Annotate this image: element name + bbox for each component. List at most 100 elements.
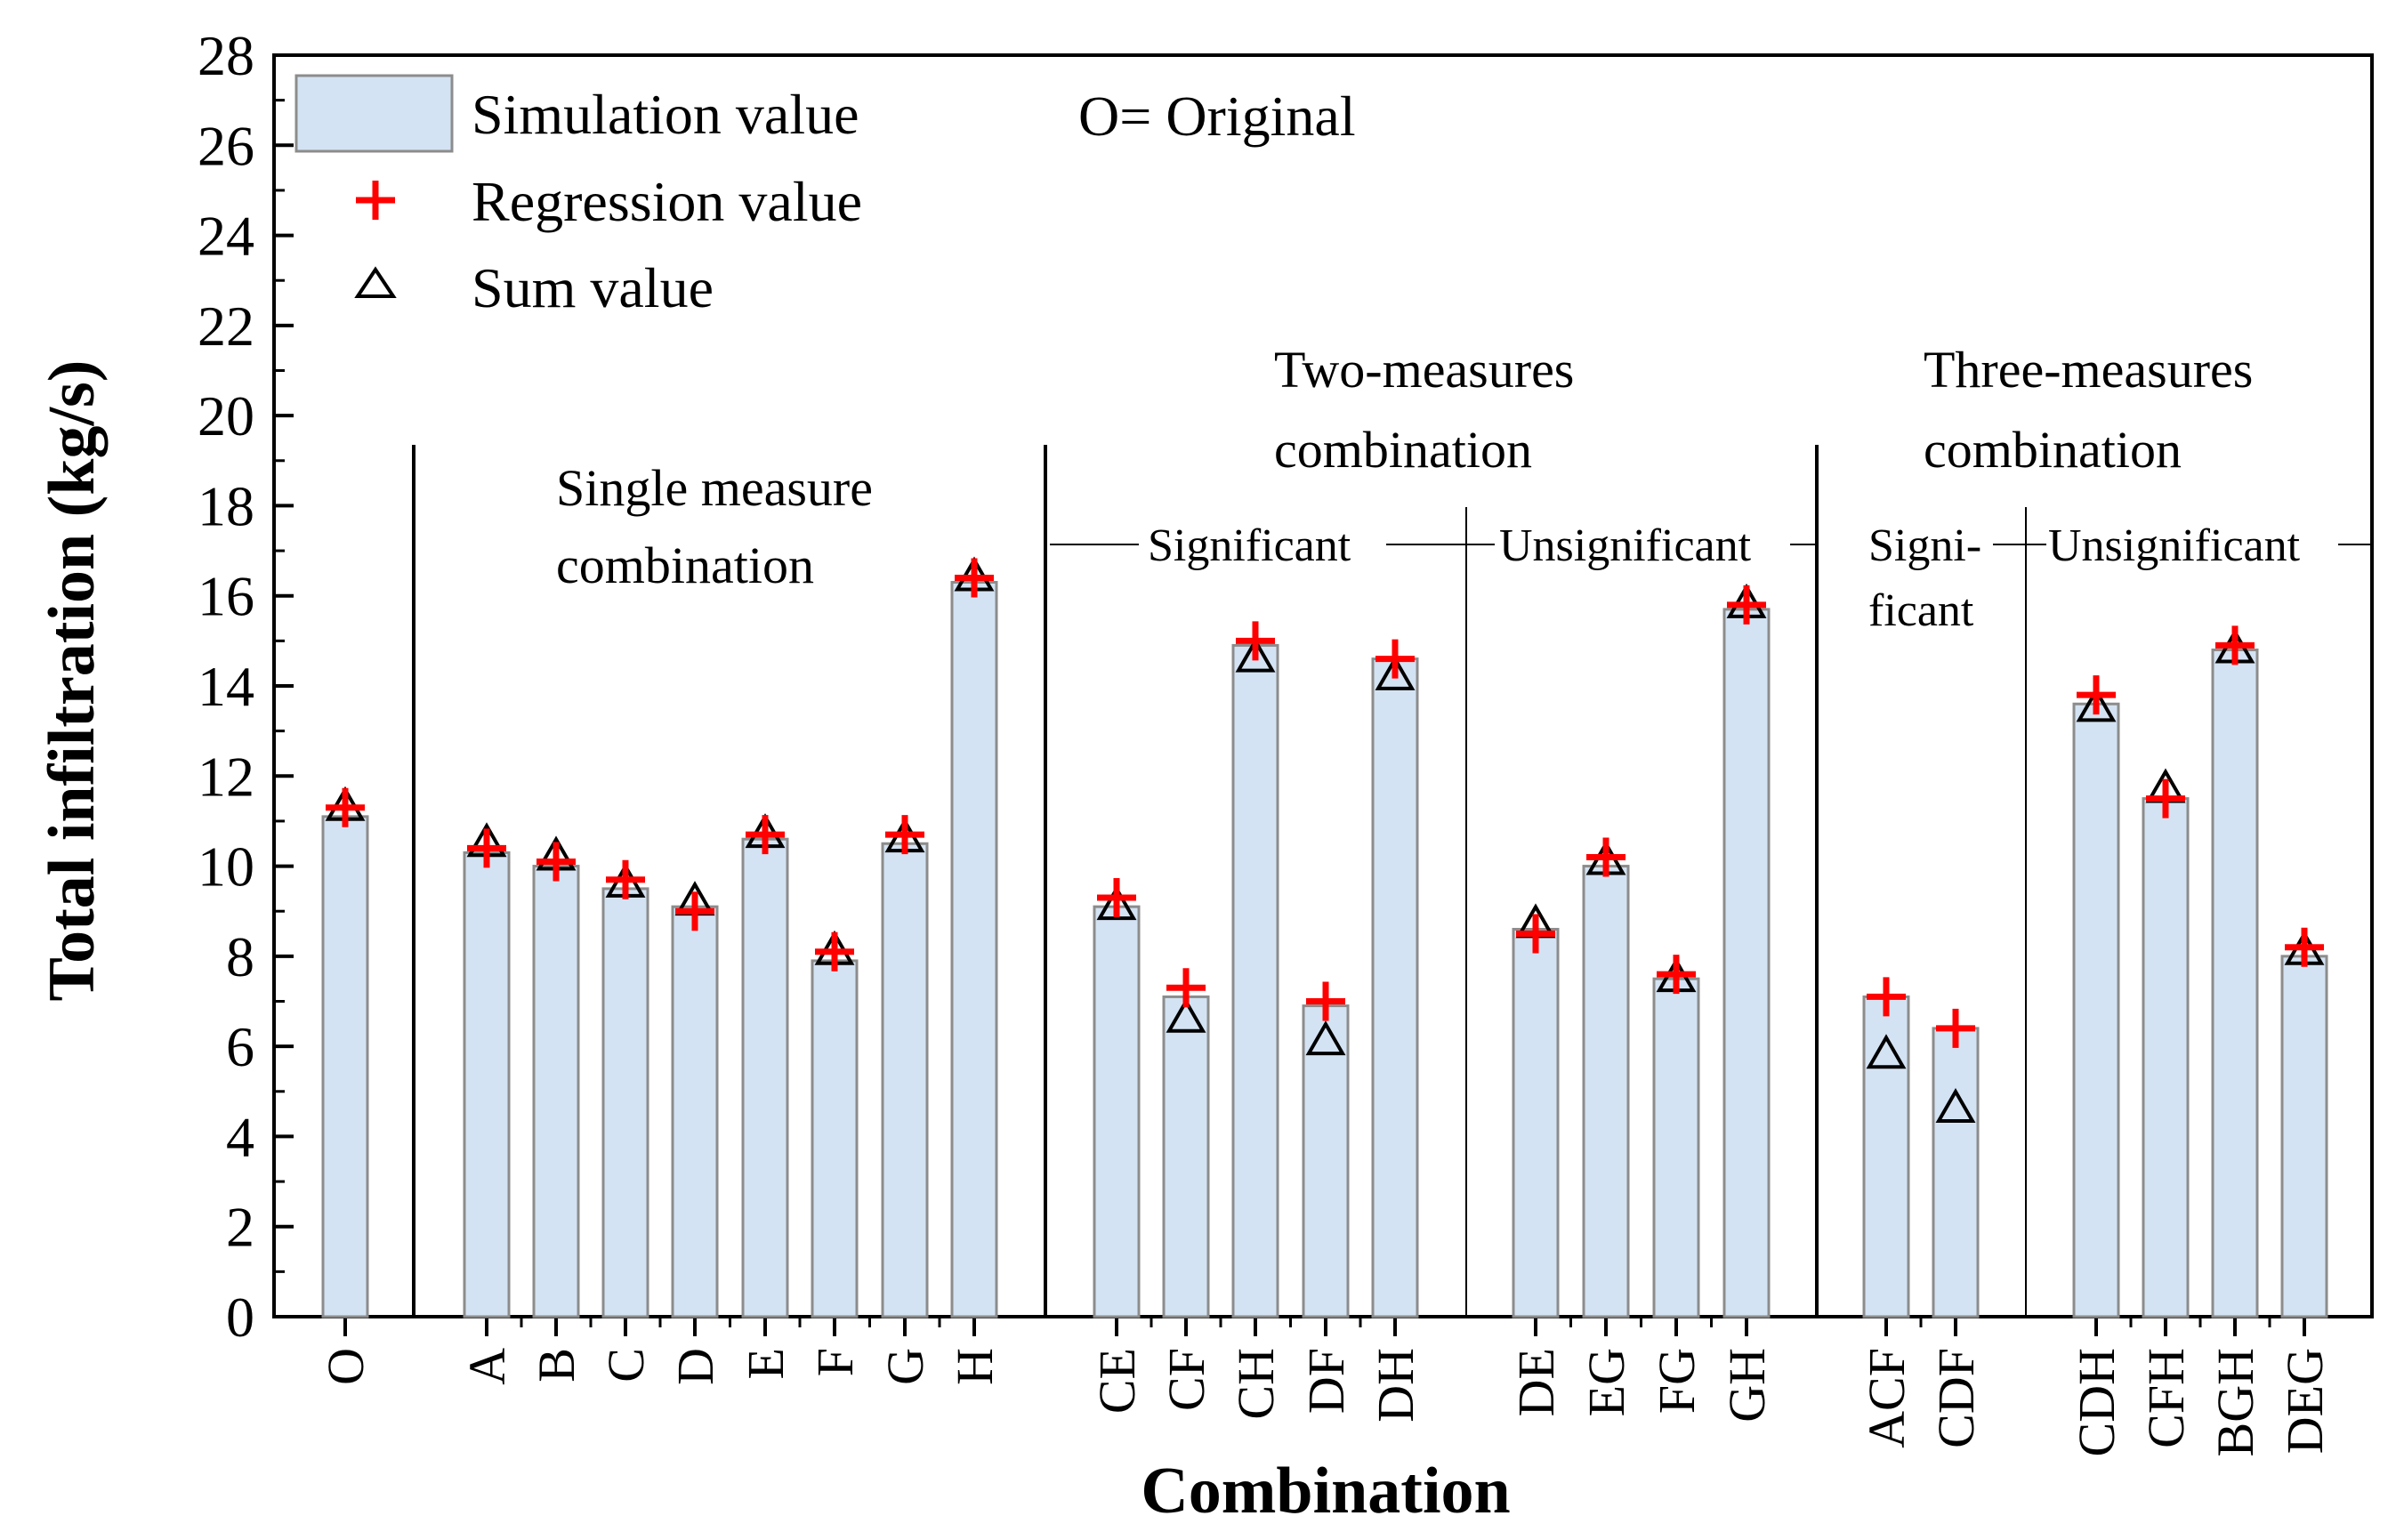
regression-marker-O [326, 787, 365, 827]
x-tick-label-DF: DF [1297, 1348, 1355, 1414]
three-group-label-line2: combination [1924, 421, 2182, 479]
single-group-label-line2: combination [556, 536, 814, 594]
bar-DE [1512, 927, 1560, 1318]
regression-marker-B [536, 842, 576, 882]
regression-marker-C [606, 859, 645, 899]
x-tick-label-DE: DE [1507, 1348, 1565, 1416]
sum-marker-CH [1235, 637, 1276, 673]
legend: Simulation value Regression value Sum va… [294, 74, 862, 319]
x-tick-label-CF: CF [1158, 1348, 1215, 1411]
x-tick-label-DEG: DEG [2276, 1348, 2334, 1454]
regression-marker-CDF [1936, 1008, 1975, 1048]
bar-CFH [2142, 797, 2190, 1318]
group-dividers [412, 445, 2372, 1317]
sum-marker-DF [1305, 1020, 1346, 1056]
y-tick-label: 14 [198, 655, 254, 718]
bar-ACF [1862, 995, 1910, 1318]
bar-CDH [2072, 702, 2120, 1318]
bars [321, 581, 2328, 1318]
legend-triangle-icon [354, 266, 397, 298]
legend-label-simulation: Simulation value [472, 83, 859, 146]
sum-marker-CDF [1935, 1088, 1976, 1124]
sum-marker-CDH [2076, 687, 2117, 722]
regression-marker-DE [1516, 914, 1555, 954]
y-tick-label: 10 [198, 835, 254, 899]
x-tick-label-CFH: CFH [2137, 1348, 2195, 1448]
bar-A [463, 851, 511, 1318]
two-group-label-line2: combination [1274, 421, 1532, 479]
y-tick-label: 8 [226, 925, 254, 988]
regression-marker-BGH [2215, 625, 2255, 665]
x-tick-label-CDF: CDF [1927, 1348, 1985, 1448]
three-unsignificant-label: Unsignificant [2048, 520, 2301, 571]
x-tick-label-CDH: CDH [2068, 1348, 2126, 1456]
y-tick-label: 16 [198, 565, 254, 628]
bar-EG [1582, 865, 1630, 1318]
bar-CF [1162, 995, 1210, 1318]
y-tick-label: 20 [198, 384, 254, 447]
bar-DF [1302, 1004, 1350, 1318]
bar-DEG [2280, 955, 2328, 1318]
y-tick-label: 0 [226, 1286, 254, 1349]
markers [325, 556, 2325, 1124]
x-tick-label-CH: CH [1227, 1348, 1285, 1420]
single-group-label-line1: Single measure [556, 459, 873, 517]
y-tick-label: 18 [198, 474, 254, 537]
legend-plus-icon [356, 181, 395, 220]
x-tick-label-ACF: ACF [1858, 1348, 1916, 1448]
y-tick-label: 6 [226, 1015, 254, 1078]
regression-marker-D [675, 891, 714, 931]
y-tick-label: 4 [226, 1105, 254, 1168]
regression-marker-G [885, 815, 924, 855]
x-tick-label-GH: GH [1718, 1348, 1776, 1423]
sum-marker-CE [1096, 885, 1137, 921]
two-unsignificant-label: Unsignificant [1499, 520, 1752, 571]
bar-CE [1093, 905, 1141, 1318]
regression-marker-CF [1166, 968, 1206, 1008]
x-axis-title: Combination [1141, 1455, 1510, 1528]
bar-F [811, 959, 859, 1318]
regression-marker-CH [1236, 621, 1275, 661]
bar-CH [1231, 643, 1279, 1318]
x-tick-label-D: D [666, 1348, 724, 1385]
regression-marker-CE [1097, 878, 1136, 918]
regression-marker-DEG [2285, 927, 2324, 967]
legend-bar-swatch [294, 74, 454, 153]
x-tick-label-CE: CE [1088, 1348, 1146, 1414]
y-tick-label: 2 [226, 1196, 254, 1259]
two-significant-label: Significant [1148, 520, 1351, 571]
bar-GH [1722, 608, 1771, 1318]
sum-marker-CF [1166, 997, 1206, 1033]
regression-marker-ACF [1867, 977, 1906, 1017]
bar-G [881, 842, 929, 1318]
x-tick-label-A: A [458, 1348, 516, 1385]
regression-marker-DF [1306, 981, 1345, 1021]
two-group-label-line1: Two-measures [1274, 341, 1574, 399]
legend-label-sum: Sum value [472, 256, 714, 319]
three-significant-label-line1: Signi- [1868, 520, 1981, 571]
y-axis-title: Total infiltration (kg/s) [36, 360, 109, 1002]
sum-marker-DH [1375, 655, 1416, 690]
bar-C [601, 887, 649, 1318]
three-group-label-line1: Three-measures [1924, 341, 2253, 399]
regression-marker-CDH [2077, 675, 2116, 715]
y-tick-label: 22 [198, 294, 254, 358]
regression-marker-A [467, 828, 506, 868]
bar-CDF [1932, 1027, 1980, 1318]
x-tick-label-EG: EG [1577, 1348, 1635, 1416]
y-tick-label: 26 [198, 114, 254, 177]
bar-BGH [2211, 648, 2259, 1318]
bar-E [741, 837, 789, 1318]
x-axis-category-labels: O A B C D E F G H CE CF CH DF DH DE EG FG GH ACF CDF CDH CFH B… [317, 1348, 2334, 1457]
legend-label-regression: Regression value [472, 170, 862, 233]
x-tick-label-H: H [946, 1348, 1004, 1385]
regression-marker-F [815, 931, 854, 972]
y-tick-label: 24 [198, 205, 254, 268]
regression-marker-FG [1657, 955, 1696, 995]
x-tick-label-FG: FG [1648, 1348, 1706, 1414]
x-tick-label-F: F [806, 1348, 864, 1376]
regression-marker-CFH [2146, 778, 2185, 818]
x-tick-label-B: B [528, 1348, 585, 1383]
